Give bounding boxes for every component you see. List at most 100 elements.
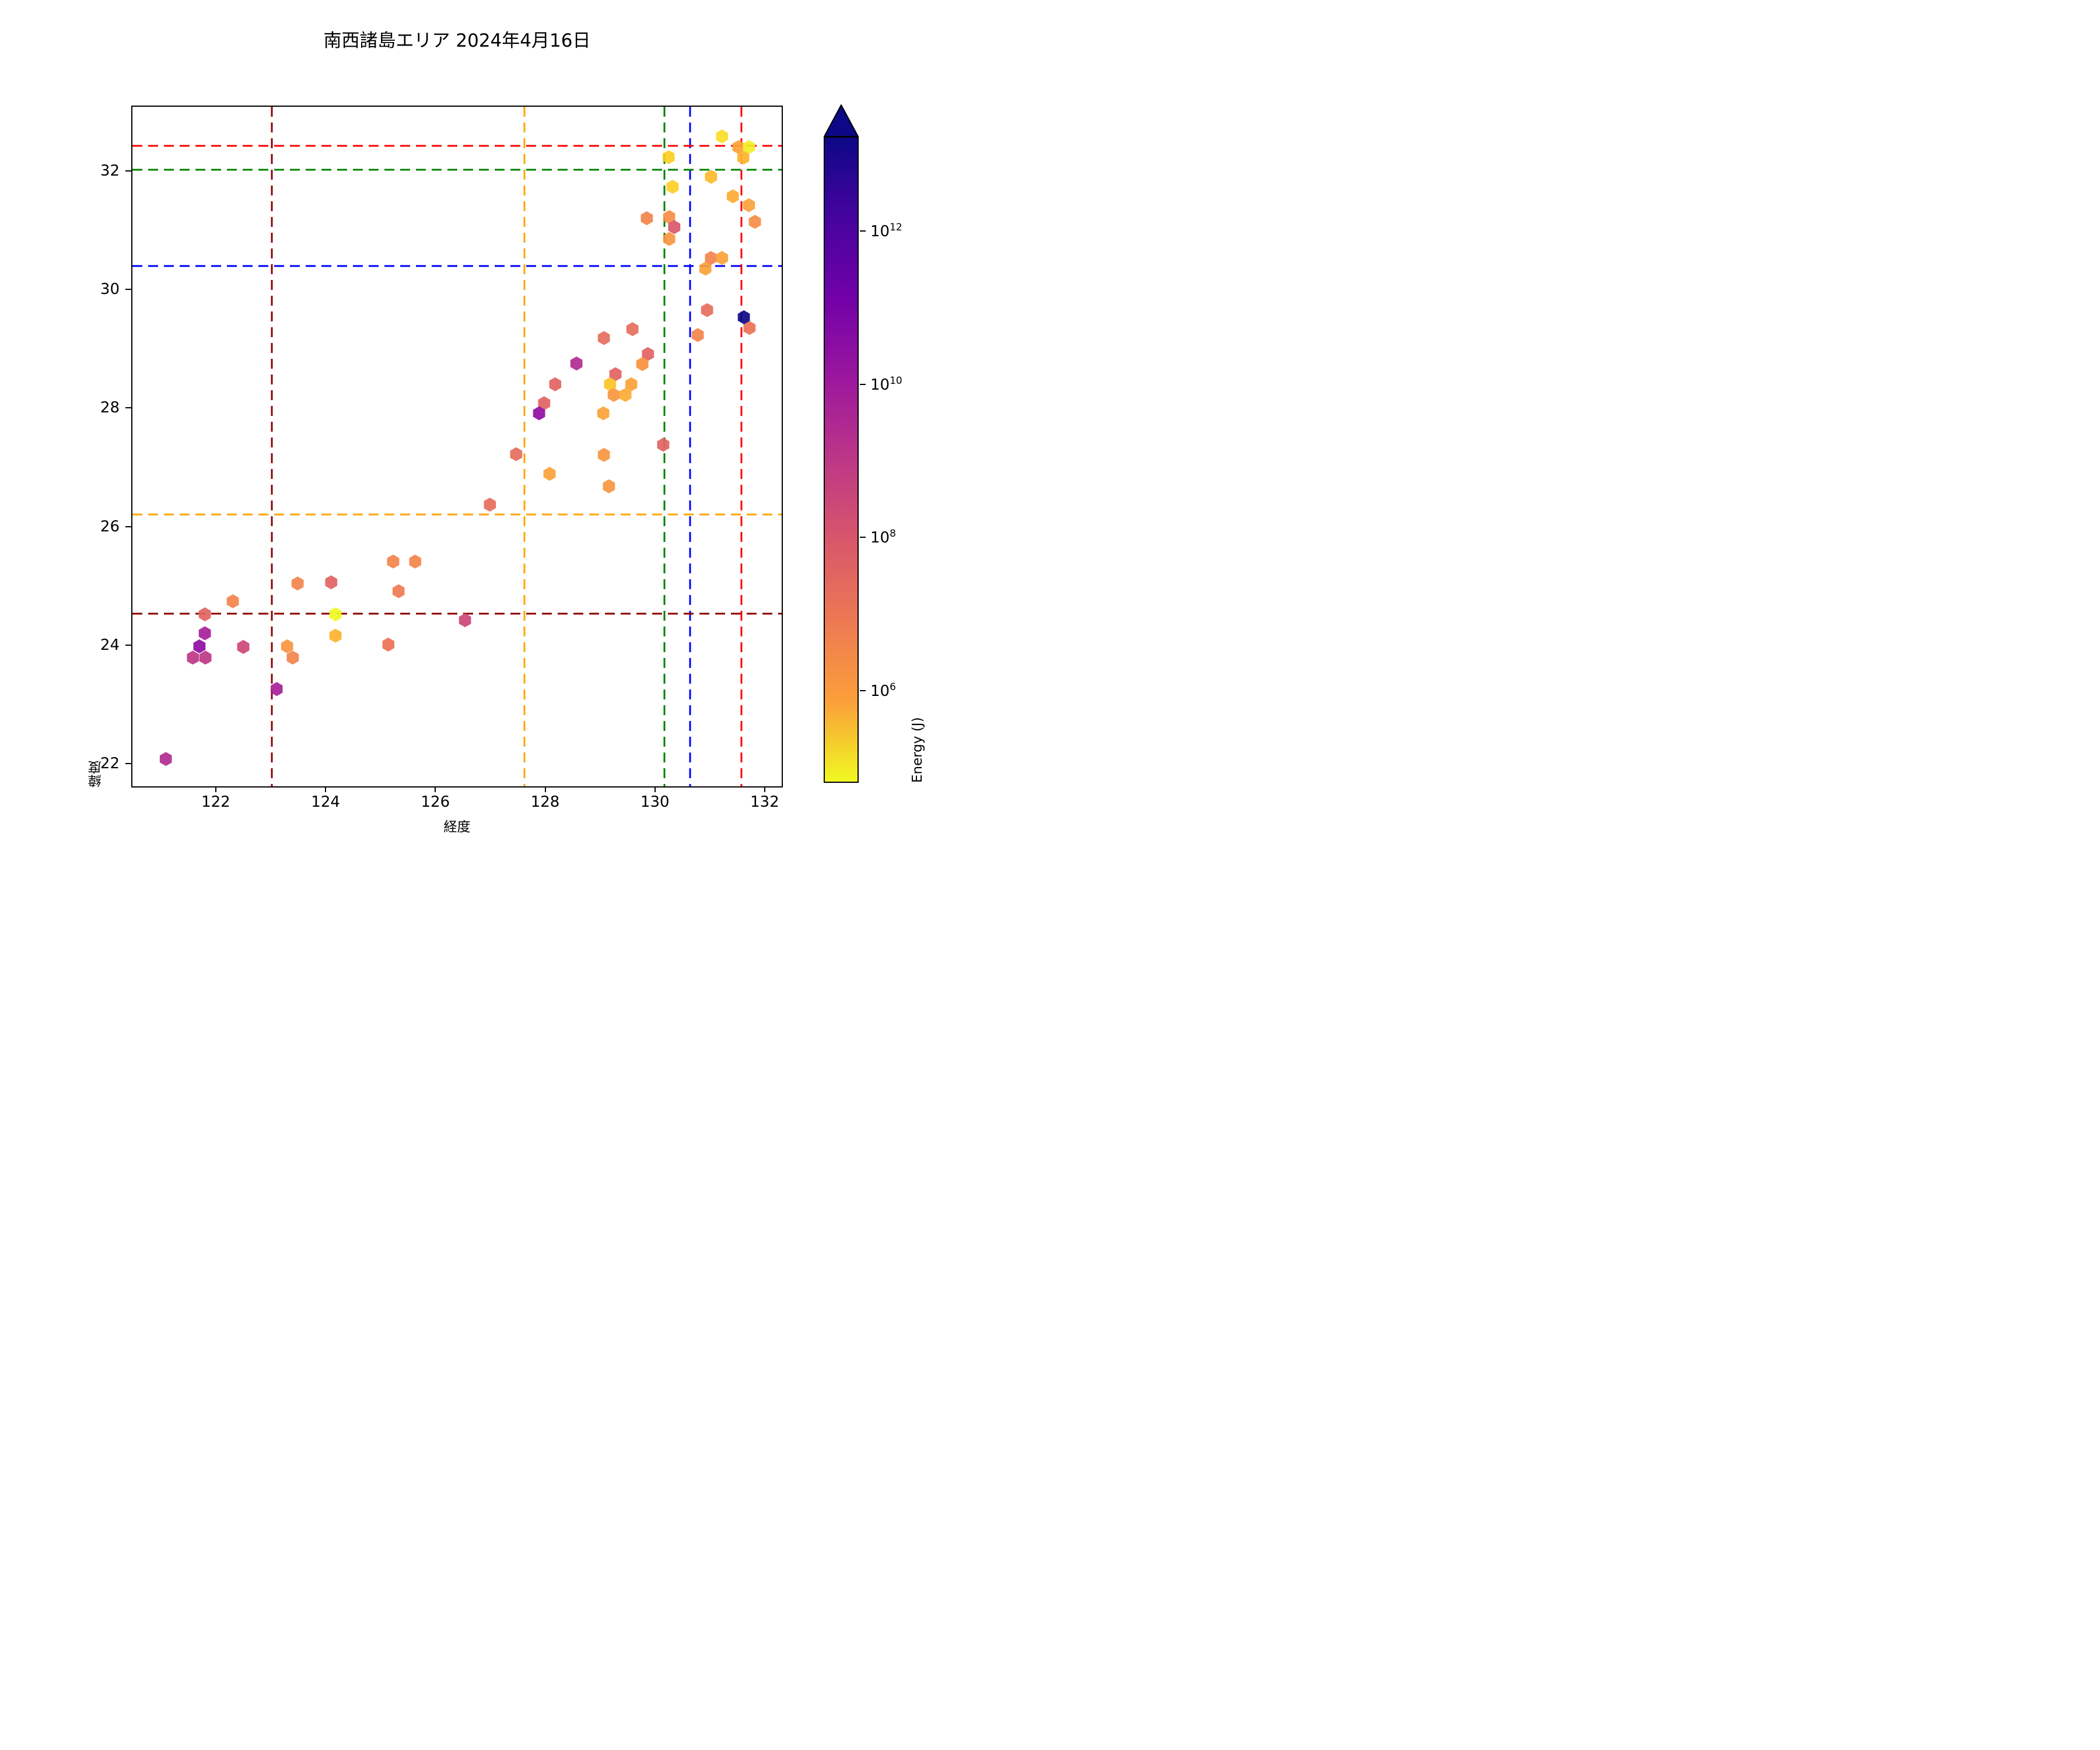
data-point — [543, 467, 556, 481]
colorbar-tick-label: 1010 — [870, 374, 902, 394]
y-tick — [125, 170, 131, 172]
data-point — [663, 232, 676, 246]
data-point — [726, 189, 739, 204]
data-point — [187, 650, 199, 665]
y-tick-label: 32 — [100, 162, 120, 180]
y-tick-label: 22 — [100, 755, 120, 773]
reference-hline — [132, 145, 782, 147]
data-point — [159, 752, 172, 766]
reference-hline — [132, 612, 782, 615]
colorbar-tick — [860, 537, 866, 538]
data-point — [291, 576, 304, 591]
data-point — [199, 650, 212, 665]
x-tick-label: 128 — [530, 793, 560, 811]
y-tick — [125, 407, 131, 409]
data-point — [666, 180, 679, 194]
data-point — [662, 150, 675, 164]
data-point — [626, 322, 639, 337]
data-point — [329, 607, 342, 622]
data-point — [663, 210, 676, 225]
colorbar — [824, 136, 859, 783]
data-point — [642, 346, 654, 361]
data-point — [705, 169, 718, 184]
y-tick-label: 28 — [100, 399, 120, 417]
y-tick-label: 24 — [100, 636, 120, 654]
data-point — [409, 554, 422, 569]
data-point — [737, 310, 750, 324]
data-point — [699, 261, 712, 276]
reference-hline — [132, 513, 782, 516]
data-point — [538, 396, 551, 411]
data-point — [533, 406, 545, 421]
x-tick — [325, 786, 327, 792]
data-point — [619, 388, 632, 402]
data-point — [668, 220, 681, 235]
data-point — [549, 377, 562, 391]
data-point — [281, 639, 293, 654]
data-point — [705, 251, 718, 265]
data-point — [392, 584, 405, 598]
colorbar-label: Energy (J) — [910, 717, 925, 783]
data-point — [607, 388, 620, 402]
data-point — [198, 626, 211, 640]
data-point — [625, 377, 638, 391]
x-tick-label: 126 — [421, 793, 450, 811]
y-tick — [125, 289, 131, 290]
data-point — [237, 640, 250, 654]
colorbar-tick-label: 106 — [870, 681, 896, 701]
x-tick — [654, 786, 656, 792]
data-point — [325, 575, 338, 590]
data-point — [640, 211, 653, 226]
y-tick — [125, 645, 131, 646]
data-point — [597, 447, 610, 462]
y-tick-label: 30 — [100, 281, 120, 299]
data-point — [286, 650, 299, 665]
x-tick — [215, 786, 216, 792]
data-point — [701, 303, 713, 317]
colorbar-tick-label: 1012 — [870, 221, 902, 240]
colorbar-tick — [860, 230, 866, 232]
data-point — [484, 498, 496, 512]
data-point — [198, 607, 211, 622]
reference-hline — [132, 169, 782, 171]
data-point — [716, 251, 729, 265]
data-point — [570, 356, 583, 371]
data-point — [748, 215, 761, 229]
data-point — [691, 328, 704, 342]
chart-title: 南西諸島エリア 2024年4月16日 — [323, 30, 591, 51]
data-point — [382, 637, 395, 652]
data-point — [329, 628, 342, 643]
data-point — [226, 594, 239, 608]
colorbar-tick — [860, 383, 866, 385]
colorbar-tick — [860, 690, 866, 692]
y-tick-label: 26 — [100, 517, 120, 536]
data-point — [597, 331, 610, 345]
y-tick — [125, 763, 131, 765]
reference-vline — [740, 107, 743, 786]
x-tick-label: 124 — [311, 793, 340, 811]
x-tick — [764, 786, 765, 792]
data-point — [657, 438, 670, 452]
data-point — [743, 140, 755, 155]
data-point — [604, 377, 617, 391]
figure: 南西諸島エリア 2024年4月16日 122 124 126 128 130 132 22… — [0, 0, 1050, 875]
x-tick-label: 122 — [201, 793, 230, 811]
plot-area — [131, 106, 783, 788]
data-point — [732, 140, 745, 155]
x-tick-label: 132 — [750, 793, 779, 811]
data-point — [510, 447, 523, 461]
y-axis-label: 緯度 — [89, 761, 104, 788]
data-point — [387, 554, 400, 569]
data-point — [459, 613, 471, 628]
reference-hline — [132, 265, 782, 267]
reference-vline — [271, 107, 273, 786]
y-tick — [125, 526, 131, 527]
x-tick-label: 130 — [640, 793, 670, 811]
data-point — [743, 321, 756, 335]
data-point — [737, 150, 750, 165]
data-point — [636, 357, 649, 372]
data-point — [603, 479, 615, 494]
data-point — [609, 367, 622, 382]
data-point — [270, 682, 283, 696]
data-point — [716, 129, 729, 144]
